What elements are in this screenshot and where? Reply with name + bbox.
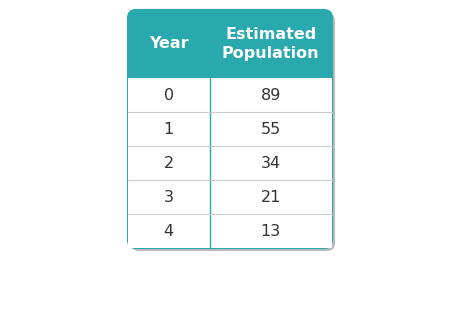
Text: 2: 2 bbox=[163, 156, 174, 170]
Text: 89: 89 bbox=[260, 88, 280, 102]
Text: 55: 55 bbox=[260, 122, 280, 136]
FancyBboxPatch shape bbox=[128, 10, 331, 248]
Text: 4: 4 bbox=[163, 224, 174, 238]
FancyBboxPatch shape bbox=[131, 13, 334, 251]
Text: 13: 13 bbox=[260, 224, 280, 238]
Text: 0: 0 bbox=[163, 88, 174, 102]
Text: 3: 3 bbox=[163, 190, 174, 204]
Text: Year: Year bbox=[149, 37, 188, 51]
Text: 1: 1 bbox=[163, 122, 174, 136]
FancyBboxPatch shape bbox=[129, 78, 330, 247]
Text: Estimated
Population: Estimated Population bbox=[222, 27, 319, 61]
Text: 21: 21 bbox=[260, 190, 280, 204]
Text: 34: 34 bbox=[260, 156, 280, 170]
Bar bbox=[128, 78, 331, 248]
